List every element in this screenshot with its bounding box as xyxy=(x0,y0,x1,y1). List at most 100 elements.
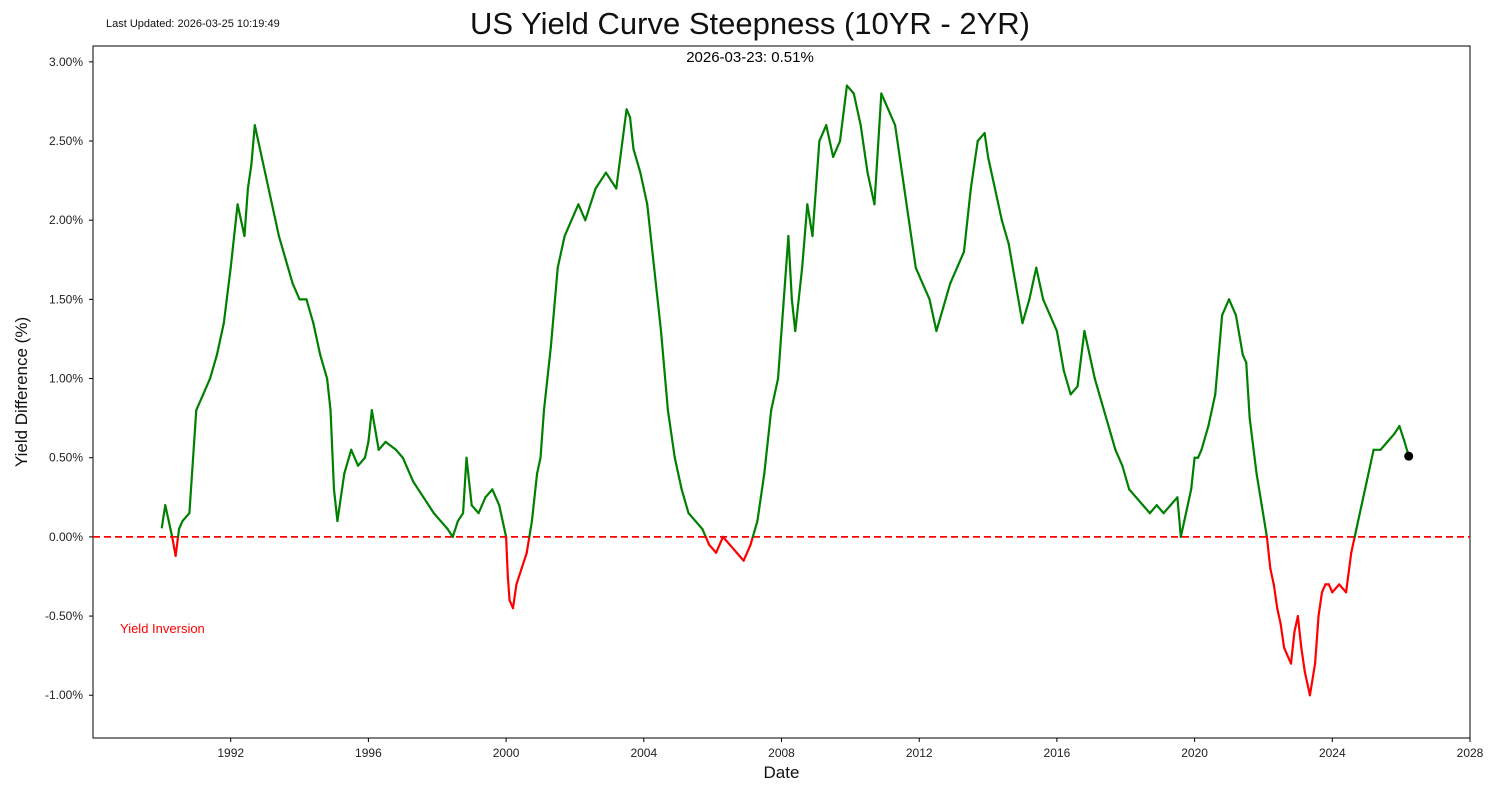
series-segment-positive xyxy=(1176,496,1182,538)
series-segment-positive xyxy=(880,92,890,111)
y-tick-label: 1.00% xyxy=(49,372,83,386)
series-segment-negative xyxy=(1350,535,1356,554)
series-segment-positive xyxy=(832,139,842,158)
series-segment-positive xyxy=(818,124,828,143)
y-tick-label: -1.00% xyxy=(45,688,83,702)
series-segment-positive xyxy=(1386,432,1396,443)
series-segment-positive xyxy=(528,519,534,538)
series-segment-positive xyxy=(1069,385,1079,396)
series-segment-positive xyxy=(498,504,508,538)
series-segment-negative xyxy=(1282,646,1293,665)
series-segment-positive xyxy=(1162,504,1172,515)
series-segment-positive xyxy=(246,163,253,190)
series-segment-positive xyxy=(264,171,274,206)
series-segment-positive xyxy=(962,187,972,253)
series-segment-positive xyxy=(377,440,387,451)
series-segment-negative xyxy=(520,551,528,570)
series-segment-positive xyxy=(556,234,566,269)
series-segment-positive xyxy=(1128,488,1138,499)
series-segment-positive xyxy=(1021,298,1031,325)
series-segment-positive xyxy=(1196,448,1203,459)
series-segment-positive xyxy=(701,527,707,538)
series-segment-positive xyxy=(236,203,246,238)
series-segment-negative xyxy=(511,583,518,610)
y-tick-label: 2.00% xyxy=(49,213,83,227)
series-segment-positive xyxy=(222,266,232,325)
series-segment-positive xyxy=(439,519,449,531)
series-segment-positive xyxy=(794,266,804,333)
series-segment-positive xyxy=(776,329,783,380)
series-segment-negative xyxy=(704,535,711,546)
series-segment-positive xyxy=(1360,480,1368,507)
series-segment-positive xyxy=(653,266,663,333)
series-segment-positive xyxy=(1107,424,1117,451)
series-segment-negative xyxy=(1338,583,1348,594)
series-segment-positive xyxy=(1200,424,1210,451)
series-segment-positive xyxy=(491,488,501,507)
series-segment-positive xyxy=(1148,504,1158,515)
series-segment-positive xyxy=(763,409,773,475)
latest-value-marker xyxy=(1404,451,1414,461)
series-segment-positive xyxy=(914,266,924,285)
series-segment-positive xyxy=(751,519,759,538)
series-segment-positive xyxy=(253,124,260,143)
series-segment-positive xyxy=(1353,527,1358,538)
series-segment-negative xyxy=(525,535,531,554)
series-segment-positive xyxy=(673,456,683,491)
x-tick-label: 2028 xyxy=(1457,746,1484,760)
series-segment-positive xyxy=(539,409,546,459)
series-segment-negative xyxy=(728,543,738,554)
series-segment-positive xyxy=(594,171,608,190)
series-segment-positive xyxy=(370,409,380,451)
series-segment-positive xyxy=(530,472,539,523)
series-segment-positive xyxy=(969,139,979,190)
series-segment-positive xyxy=(628,116,635,151)
series-segment-positive xyxy=(195,393,205,412)
series-segment-positive xyxy=(343,448,353,475)
series-segment-positive xyxy=(549,266,559,348)
series-segment-positive xyxy=(570,203,580,222)
series-segment-positive xyxy=(470,504,480,515)
series-segment-positive xyxy=(770,377,780,412)
series-segment-negative xyxy=(1279,622,1286,649)
y-tick-label: 3.00% xyxy=(49,55,83,69)
series-segment-negative xyxy=(515,567,523,586)
y-tick-label: 1.50% xyxy=(49,292,83,306)
series-segment-positive xyxy=(887,108,897,127)
series-segment-positive xyxy=(208,353,219,380)
series-segment-negative xyxy=(1327,583,1334,594)
series-segment-negative xyxy=(1269,567,1275,586)
series-segment-positive xyxy=(1076,329,1086,388)
series-segment-positive xyxy=(1398,424,1406,443)
series-segment-negative xyxy=(506,575,511,602)
series-segment-positive xyxy=(384,440,398,451)
series-segment-positive xyxy=(542,345,552,412)
x-tick-label: 2012 xyxy=(906,746,933,760)
series-segment-positive xyxy=(687,512,697,523)
series-segment-positive xyxy=(1183,488,1193,523)
x-tick-label: 2024 xyxy=(1319,746,1346,760)
series-segment-positive xyxy=(666,409,676,459)
series-segment-positive xyxy=(1048,314,1059,333)
series-segment-positive xyxy=(229,203,239,269)
series-segment-positive xyxy=(1245,361,1251,420)
series-segment-positive xyxy=(949,266,959,285)
chart-title: US Yield Curve Steepness (10YR - 2YR) xyxy=(470,6,1030,41)
series-segment-positive xyxy=(465,456,473,507)
series-segment-positive xyxy=(1221,298,1231,317)
series-segment-positive xyxy=(1241,353,1248,364)
series-segment-positive xyxy=(806,203,814,238)
x-tick-label: 2020 xyxy=(1181,746,1208,760)
series-segment-negative xyxy=(721,535,731,546)
series-segment-positive xyxy=(350,448,360,467)
series-segment-positive xyxy=(825,124,835,158)
series-segment-positive xyxy=(893,124,904,174)
yield-difference-series xyxy=(160,84,1410,697)
series-segment-negative xyxy=(1296,614,1303,649)
series-segment-positive xyxy=(1035,266,1045,301)
series-segment-positive xyxy=(1083,329,1089,348)
series-segment-negative xyxy=(1289,630,1296,665)
series-segment-positive xyxy=(1062,369,1072,396)
series-segment-positive xyxy=(1028,266,1038,301)
series-segment-positive xyxy=(257,139,267,174)
